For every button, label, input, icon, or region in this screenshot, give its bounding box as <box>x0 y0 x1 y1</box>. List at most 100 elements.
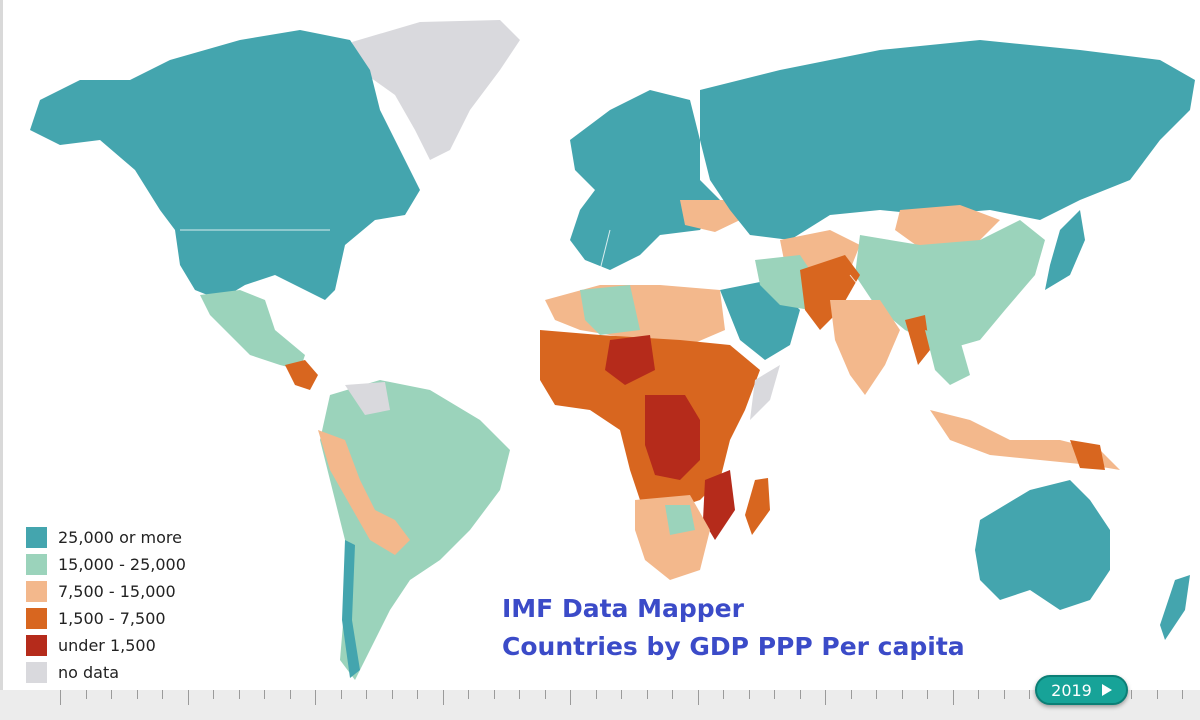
legend-label: 25,000 or more <box>58 528 182 547</box>
timeline-tick <box>315 690 316 705</box>
timeline-tick <box>264 690 265 699</box>
map-title: IMF Data Mapper <box>502 594 744 623</box>
region-venezuela[interactable] <box>345 382 390 415</box>
region-south-america[interactable] <box>320 380 510 680</box>
timeline-tick <box>748 690 750 699</box>
timeline-tick <box>213 690 214 699</box>
timeline-tick <box>1182 690 1183 699</box>
region-india[interactable] <box>830 300 900 395</box>
timeline-tick <box>952 690 954 705</box>
legend-label: 7,500 - 15,000 <box>58 582 176 601</box>
region-central-america[interactable] <box>285 360 318 390</box>
legend-swatch <box>26 608 47 629</box>
timeline-track[interactable] <box>0 690 1200 720</box>
timeline-tick <box>723 690 724 699</box>
timeline-tick <box>825 690 826 705</box>
timeline-tick <box>238 690 240 699</box>
legend-item-25000-or-more: 25,000 or more <box>26 524 186 551</box>
borders <box>180 229 871 301</box>
legend-item-15000-25000: 15,000 - 25,000 <box>26 551 186 578</box>
legend-swatch <box>26 635 47 656</box>
region-new-zealand[interactable] <box>1160 575 1190 640</box>
left-edge <box>0 0 3 690</box>
timeline-tick <box>111 690 112 699</box>
timeline-tick <box>162 690 163 699</box>
region-somalia[interactable] <box>750 365 780 420</box>
legend-label: 1,500 - 7,500 <box>58 609 166 628</box>
year-play-button[interactable]: 2019 <box>1035 675 1128 705</box>
timeline-tick <box>1003 690 1005 699</box>
region-myanmar[interactable] <box>905 315 930 365</box>
region-indonesia[interactable] <box>930 410 1120 470</box>
timeline-tick <box>901 690 903 699</box>
region-japan[interactable] <box>1045 210 1085 290</box>
timeline-tick <box>417 690 418 699</box>
timeline-tick <box>366 690 367 699</box>
legend-label: 15,000 - 25,000 <box>58 555 186 574</box>
legend-item-1500-7500: 1,500 - 7,500 <box>26 605 186 632</box>
legend-swatch <box>26 554 47 575</box>
timeline-tick <box>1156 690 1158 699</box>
map-subtitle: Countries by GDP PPP Per capita <box>502 632 965 661</box>
timeline-tick <box>1131 690 1132 699</box>
region-niger[interactable] <box>605 335 655 385</box>
year-label: 2019 <box>1051 680 1092 700</box>
timeline-tick <box>544 690 546 699</box>
region-algeria[interactable] <box>580 285 640 335</box>
region-ukraine[interactable] <box>680 200 740 232</box>
timeline-tick <box>850 690 852 699</box>
timeline-tick <box>927 690 928 699</box>
region-mongolia[interactable] <box>895 205 1000 248</box>
timeline-tick <box>340 690 342 699</box>
timeline-tick <box>799 690 801 699</box>
region-mozambique[interactable] <box>703 470 735 540</box>
legend-item-under-1500: under 1,500 <box>26 632 186 659</box>
legend-swatch <box>26 581 47 602</box>
region-china[interactable] <box>855 220 1045 350</box>
legend-item-7500-15000: 7,500 - 15,000 <box>26 578 186 605</box>
legend-swatch <box>26 527 47 548</box>
timeline-tick <box>85 690 87 699</box>
timeline-tick <box>187 690 189 705</box>
region-africa-central[interactable] <box>645 395 700 480</box>
legend-label: no data <box>58 663 120 682</box>
region-greenland[interactable] <box>352 20 520 160</box>
timeline-tick <box>876 690 877 699</box>
timeline-tick <box>774 690 775 699</box>
region-north-america[interactable] <box>30 30 420 300</box>
world-map-svg[interactable] <box>0 0 1200 690</box>
region-pakistan[interactable] <box>800 255 860 330</box>
timeline-tick <box>442 690 444 705</box>
region-australia[interactable] <box>975 480 1110 610</box>
timeline-tick <box>978 690 979 699</box>
region-mexico[interactable] <box>200 290 305 370</box>
legend-label: under 1,500 <box>58 636 156 655</box>
timeline-tick <box>519 690 520 699</box>
timeline-tick <box>468 690 469 699</box>
timeline-tick <box>493 690 495 699</box>
timeline-tick <box>1029 690 1030 699</box>
legend-item-no-data: no data <box>26 659 186 686</box>
region-madagascar[interactable] <box>745 478 770 535</box>
region-europe[interactable] <box>570 90 720 270</box>
timeline-tick <box>646 690 648 699</box>
world-map[interactable] <box>0 0 1200 690</box>
timeline-tick <box>697 690 699 705</box>
timeline-tick <box>570 690 571 705</box>
region-se-asia[interactable] <box>925 330 970 385</box>
legend-swatch <box>26 662 47 683</box>
timeline-tick <box>621 690 622 699</box>
timeline-tick <box>136 690 138 699</box>
region-png[interactable] <box>1070 440 1105 470</box>
region-botswana[interactable] <box>665 505 695 535</box>
timeline-tick <box>595 690 597 699</box>
region-russia[interactable] <box>700 40 1195 240</box>
timeline-tick <box>60 690 61 705</box>
timeline-tick <box>672 690 673 699</box>
region-andes[interactable] <box>318 430 410 555</box>
map-title-block: IMF Data Mapper Countries by GDP PPP Per… <box>502 590 965 666</box>
region-chile[interactable] <box>342 540 360 678</box>
timeline-tick <box>391 690 393 699</box>
play-icon <box>1101 684 1112 696</box>
legend: 25,000 or more 15,000 - 25,000 7,500 - 1… <box>26 524 186 686</box>
